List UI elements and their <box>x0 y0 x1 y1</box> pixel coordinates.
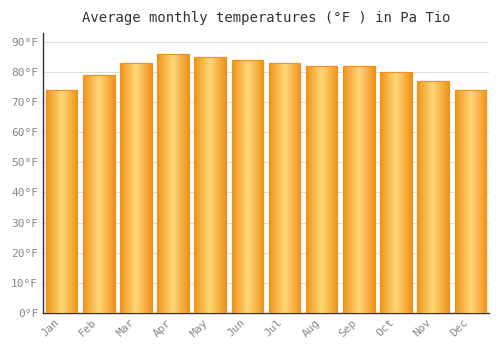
Bar <box>120 63 152 313</box>
Bar <box>46 90 78 313</box>
Bar <box>306 66 338 313</box>
Bar <box>120 63 152 313</box>
Bar <box>268 63 300 313</box>
Bar <box>268 63 300 313</box>
Bar <box>418 81 449 313</box>
Title: Average monthly temperatures (°F ) in Pa Tio: Average monthly temperatures (°F ) in Pa… <box>82 11 450 25</box>
Bar <box>83 75 114 313</box>
Bar <box>380 72 412 313</box>
Bar <box>343 66 374 313</box>
Bar <box>418 81 449 313</box>
Bar <box>83 75 114 313</box>
Bar <box>232 60 263 313</box>
Bar <box>46 90 78 313</box>
Bar <box>454 90 486 313</box>
Bar <box>157 54 189 313</box>
Bar <box>232 60 263 313</box>
Bar <box>306 66 338 313</box>
Bar <box>380 72 412 313</box>
Bar <box>157 54 189 313</box>
Bar <box>343 66 374 313</box>
Bar <box>194 57 226 313</box>
Bar <box>194 57 226 313</box>
Bar <box>454 90 486 313</box>
